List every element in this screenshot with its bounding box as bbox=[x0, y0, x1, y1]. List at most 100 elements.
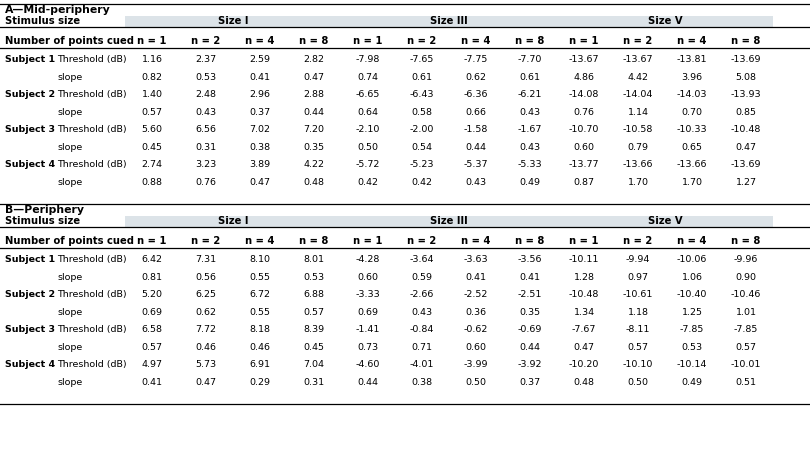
Text: 0.45: 0.45 bbox=[304, 343, 325, 352]
Text: -13.66: -13.66 bbox=[676, 160, 707, 169]
Text: -5.72: -5.72 bbox=[356, 160, 380, 169]
Text: 8.18: 8.18 bbox=[249, 325, 271, 334]
Text: 4.86: 4.86 bbox=[573, 73, 595, 82]
Text: -5.37: -5.37 bbox=[464, 160, 488, 169]
Text: -3.56: -3.56 bbox=[518, 255, 542, 264]
Text: -7.75: -7.75 bbox=[464, 55, 488, 64]
Text: -2.51: -2.51 bbox=[518, 290, 542, 299]
Text: 1.34: 1.34 bbox=[573, 308, 595, 317]
Text: 0.55: 0.55 bbox=[249, 308, 271, 317]
Text: -6.36: -6.36 bbox=[464, 90, 488, 99]
Text: 0.88: 0.88 bbox=[142, 178, 163, 187]
Text: -10.01: -10.01 bbox=[731, 361, 761, 369]
Text: 5.60: 5.60 bbox=[142, 125, 163, 134]
Text: -10.48: -10.48 bbox=[731, 125, 761, 134]
Text: 0.56: 0.56 bbox=[195, 273, 216, 282]
Text: 0.49: 0.49 bbox=[681, 378, 702, 387]
Text: -2.66: -2.66 bbox=[410, 290, 434, 299]
Text: 0.43: 0.43 bbox=[519, 108, 540, 117]
Text: n = 1: n = 1 bbox=[137, 236, 167, 246]
Text: n = 2: n = 2 bbox=[407, 236, 437, 246]
Text: 0.81: 0.81 bbox=[142, 273, 163, 282]
Text: n = 4: n = 4 bbox=[677, 35, 707, 46]
Text: Size V: Size V bbox=[648, 216, 682, 226]
Text: -2.52: -2.52 bbox=[464, 290, 488, 299]
Text: -1.58: -1.58 bbox=[464, 125, 488, 134]
Text: -5.33: -5.33 bbox=[518, 160, 543, 169]
Text: slope: slope bbox=[57, 343, 83, 352]
Text: 3.96: 3.96 bbox=[681, 73, 702, 82]
Text: 1.25: 1.25 bbox=[681, 308, 702, 317]
Bar bbox=[125, 216, 773, 227]
Text: 0.45: 0.45 bbox=[142, 143, 163, 152]
Text: 0.58: 0.58 bbox=[411, 108, 433, 117]
Text: -3.63: -3.63 bbox=[463, 255, 488, 264]
Text: 0.71: 0.71 bbox=[411, 343, 433, 352]
Text: 5.20: 5.20 bbox=[142, 290, 163, 299]
Text: 0.47: 0.47 bbox=[573, 343, 595, 352]
Text: Threshold (dB): Threshold (dB) bbox=[57, 361, 126, 369]
Text: -5.23: -5.23 bbox=[410, 160, 434, 169]
Text: Threshold (dB): Threshold (dB) bbox=[57, 160, 126, 169]
Text: 1.18: 1.18 bbox=[628, 308, 649, 317]
Text: 1.27: 1.27 bbox=[735, 178, 757, 187]
Text: -6.65: -6.65 bbox=[356, 90, 380, 99]
Text: -0.69: -0.69 bbox=[518, 325, 542, 334]
Text: 6.88: 6.88 bbox=[304, 290, 325, 299]
Text: 0.57: 0.57 bbox=[304, 308, 325, 317]
Text: 0.61: 0.61 bbox=[411, 73, 433, 82]
Text: n = 1: n = 1 bbox=[569, 35, 599, 46]
Text: -6.43: -6.43 bbox=[410, 90, 434, 99]
Text: 0.31: 0.31 bbox=[195, 143, 216, 152]
Text: 6.42: 6.42 bbox=[142, 255, 163, 264]
Text: Threshold (dB): Threshold (dB) bbox=[57, 255, 126, 264]
Text: -2.10: -2.10 bbox=[356, 125, 380, 134]
Text: 0.41: 0.41 bbox=[142, 378, 163, 387]
Text: 4.22: 4.22 bbox=[304, 160, 325, 169]
Text: 0.48: 0.48 bbox=[573, 378, 595, 387]
Text: 0.76: 0.76 bbox=[195, 178, 216, 187]
Text: -1.67: -1.67 bbox=[518, 125, 542, 134]
Text: 0.42: 0.42 bbox=[357, 178, 378, 187]
Text: -13.93: -13.93 bbox=[731, 90, 761, 99]
Text: -2.00: -2.00 bbox=[410, 125, 434, 134]
Text: 0.66: 0.66 bbox=[466, 108, 487, 117]
Text: 0.43: 0.43 bbox=[411, 308, 433, 317]
Text: 0.62: 0.62 bbox=[466, 73, 487, 82]
Text: Threshold (dB): Threshold (dB) bbox=[57, 325, 126, 334]
Text: 2.48: 2.48 bbox=[195, 90, 216, 99]
Text: -10.20: -10.20 bbox=[569, 361, 599, 369]
Text: -4.28: -4.28 bbox=[356, 255, 380, 264]
Text: 0.49: 0.49 bbox=[519, 178, 540, 187]
Text: 1.14: 1.14 bbox=[628, 108, 649, 117]
Text: -7.85: -7.85 bbox=[680, 325, 704, 334]
Text: Size III: Size III bbox=[430, 16, 468, 26]
Text: -9.94: -9.94 bbox=[626, 255, 650, 264]
Text: -10.10: -10.10 bbox=[623, 361, 653, 369]
Text: n = 8: n = 8 bbox=[515, 35, 544, 46]
Text: -10.70: -10.70 bbox=[569, 125, 599, 134]
Text: -13.67: -13.67 bbox=[569, 55, 599, 64]
Text: slope: slope bbox=[57, 73, 83, 82]
Text: 0.50: 0.50 bbox=[628, 378, 649, 387]
Text: 8.01: 8.01 bbox=[304, 255, 325, 264]
Text: -10.11: -10.11 bbox=[569, 255, 599, 264]
Text: 6.58: 6.58 bbox=[142, 325, 163, 334]
Text: n = 2: n = 2 bbox=[624, 35, 653, 46]
Text: 0.41: 0.41 bbox=[466, 273, 487, 282]
Text: 0.90: 0.90 bbox=[735, 273, 757, 282]
Text: -14.04: -14.04 bbox=[623, 90, 653, 99]
Text: -10.61: -10.61 bbox=[623, 290, 653, 299]
Text: n = 4: n = 4 bbox=[245, 35, 275, 46]
Text: -13.69: -13.69 bbox=[731, 55, 761, 64]
Text: n = 8: n = 8 bbox=[300, 236, 329, 246]
Text: 0.47: 0.47 bbox=[249, 178, 271, 187]
Text: 0.35: 0.35 bbox=[519, 308, 540, 317]
Text: -3.99: -3.99 bbox=[464, 361, 488, 369]
Text: n = 8: n = 8 bbox=[731, 35, 761, 46]
Text: Number of points cued: Number of points cued bbox=[5, 35, 134, 46]
Text: -13.66: -13.66 bbox=[623, 160, 653, 169]
Text: -9.96: -9.96 bbox=[734, 255, 758, 264]
Text: 0.31: 0.31 bbox=[304, 378, 325, 387]
Text: n = 2: n = 2 bbox=[624, 236, 653, 246]
